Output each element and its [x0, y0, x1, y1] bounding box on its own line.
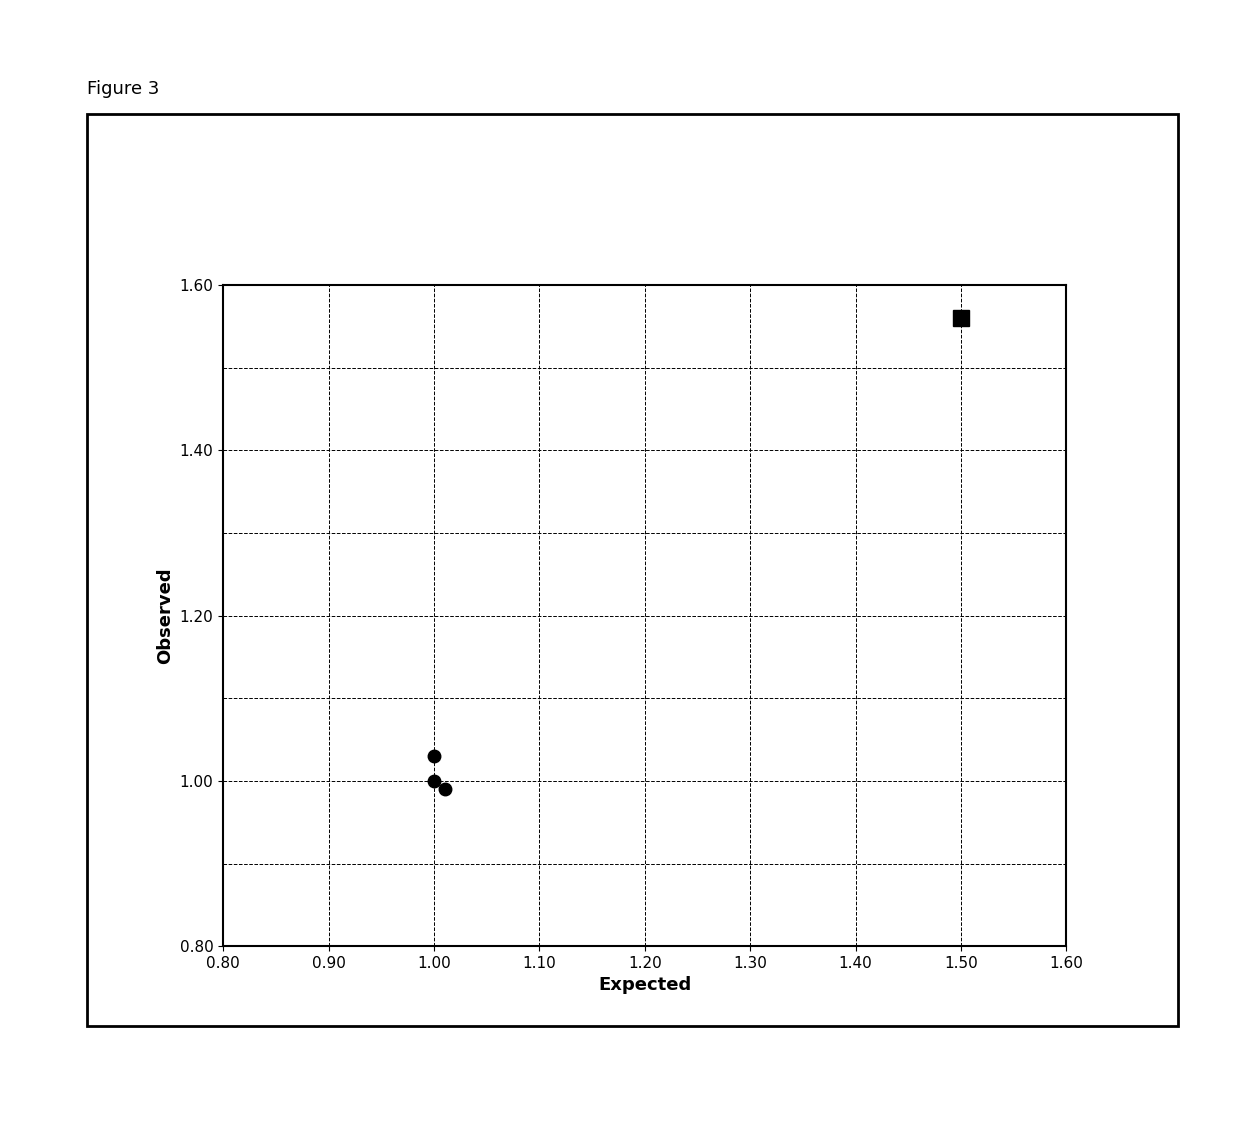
X-axis label: Expected: Expected	[598, 977, 692, 994]
Y-axis label: Observed: Observed	[156, 568, 174, 663]
Text: Figure 3: Figure 3	[87, 80, 159, 98]
